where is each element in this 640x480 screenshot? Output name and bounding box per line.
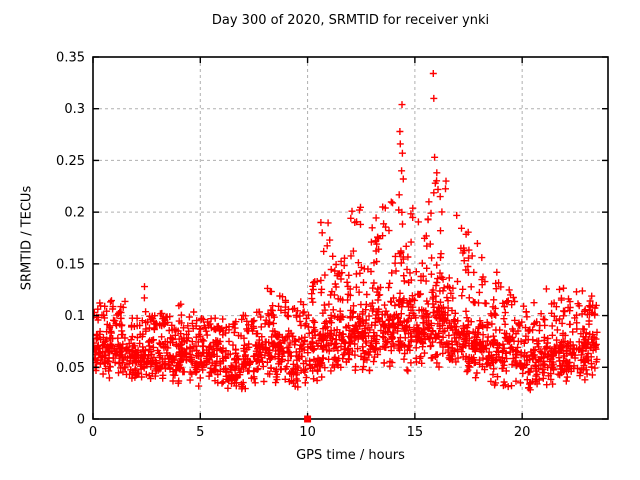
y-tick-label: 0.25 <box>56 154 85 169</box>
y-tick-label: 0.2 <box>64 206 85 221</box>
y-tick-label: 0.35 <box>56 51 85 66</box>
x-tick-label: 0 <box>89 425 97 440</box>
x-tick-label: 10 <box>299 425 316 440</box>
y-tick-label: 0.15 <box>56 257 85 272</box>
y-axis-label: SRMTID / TECUs <box>19 185 35 291</box>
special-square-marker <box>304 415 312 423</box>
x-tick-label: 5 <box>196 425 204 440</box>
y-tick-label: 0.05 <box>56 361 85 376</box>
tick-marks <box>92 56 608 420</box>
plot-border <box>92 56 609 420</box>
x-tick-label: 20 <box>514 425 531 440</box>
x-axis-label: GPS time / hours <box>296 448 405 463</box>
x-tick-label: 15 <box>407 425 424 440</box>
y-tick-label: 0.1 <box>64 309 85 324</box>
chart-title: Day 300 of 2020, SRMTID for receiver ynk… <box>211 13 490 28</box>
y-tick-label: 0 <box>77 413 85 428</box>
scatter-points <box>93 70 601 394</box>
y-tick-label: 0.3 <box>64 102 85 117</box>
